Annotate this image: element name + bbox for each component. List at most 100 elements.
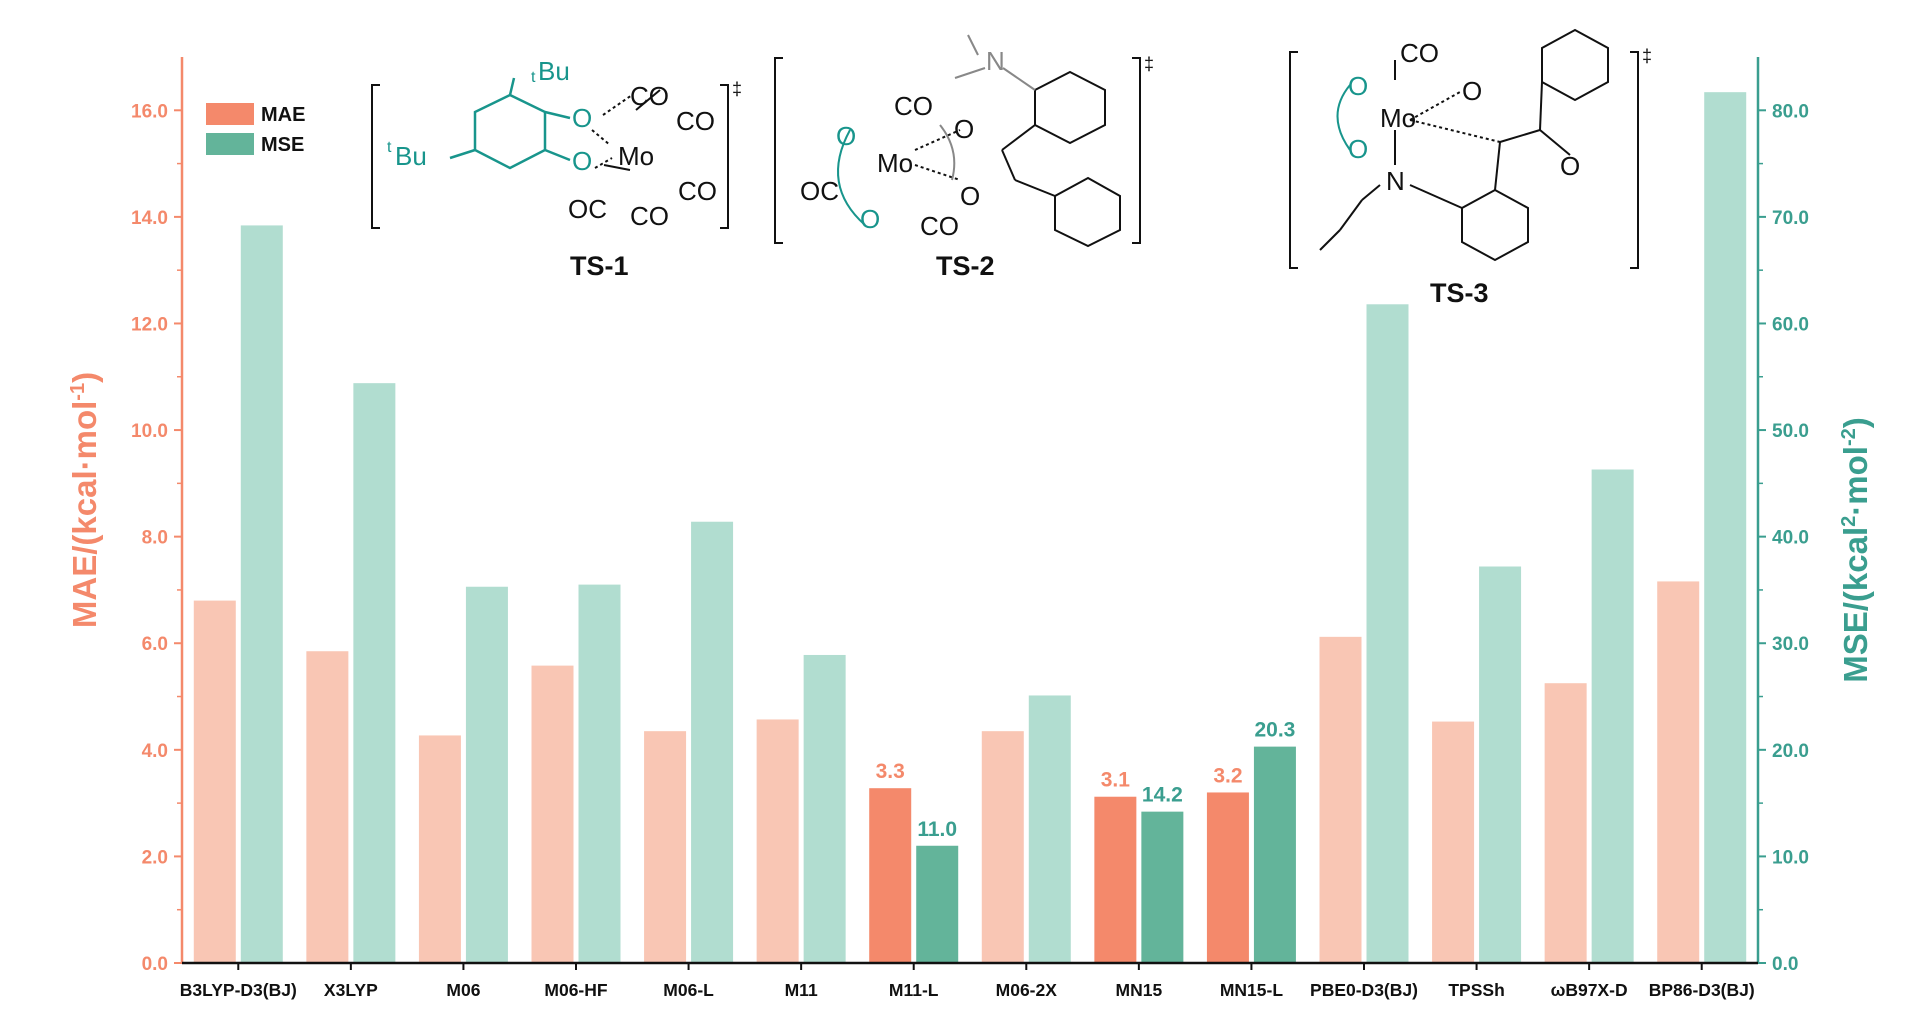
data-label-mae-8: 3.1 xyxy=(1101,769,1131,792)
ts3-o-teal-1: O xyxy=(1348,71,1368,101)
y-right-tick-label-5: 50.0 xyxy=(1772,421,1809,442)
ts1-ring xyxy=(473,93,547,170)
bar-mse-5 xyxy=(803,654,846,963)
y-axis-right-title: MSE/(kcal2·mol-2) xyxy=(1837,417,1874,683)
ts2-co-top: CO xyxy=(894,91,933,121)
ts3-n: N xyxy=(1386,166,1405,196)
ts2-bracket-left xyxy=(774,57,783,244)
ts3-co: CO xyxy=(1400,38,1439,68)
x-tick-label-2: M06 xyxy=(446,980,480,1000)
ts1-dagger: ‡ xyxy=(732,79,742,99)
bar-mae-5 xyxy=(756,719,799,963)
legend-swatch-mse xyxy=(206,133,254,155)
ts2-bracket-right xyxy=(1132,57,1141,244)
y-left-tick-label-4: 8.0 xyxy=(142,528,168,549)
ts2-n: N xyxy=(986,46,1005,76)
labels-layer: B3LYP-D3(BJ) X3LYP M06 M06-HF M06-L M11 M11-L 3… xyxy=(131,101,1809,1000)
bars-layer xyxy=(193,92,1747,964)
ts3-ring-top xyxy=(1541,28,1609,102)
x-tick-label-7: M06-2X xyxy=(996,980,1058,1000)
ts2-dagger: ‡ xyxy=(1144,54,1154,74)
x-tick-label-8: MN15 xyxy=(1116,980,1163,1000)
data-label-mae-6: 3.3 xyxy=(876,760,905,783)
bar-mse-1 xyxy=(353,383,396,963)
legend-swatch-mae xyxy=(206,103,254,125)
ts1-tbu-sup: t xyxy=(531,69,536,86)
legend-label-mae: MAE xyxy=(261,104,305,126)
ts2-co-bottom: CO xyxy=(920,211,959,241)
data-label-mse-8: 14.2 xyxy=(1142,784,1183,807)
bar-mse-7 xyxy=(1028,695,1071,963)
y-left-tick-label-8: 16.0 xyxy=(131,101,168,122)
bar-mse-11 xyxy=(1479,566,1522,963)
data-label-mse-6: 11.0 xyxy=(917,818,957,841)
x-tick-label-0: B3LYP-D3(BJ) xyxy=(180,980,297,1000)
bar-mae-4 xyxy=(644,731,687,963)
ts1-co-4: CO xyxy=(630,201,669,231)
bar-mse-10 xyxy=(1366,304,1409,964)
ts3-o-1: O xyxy=(1462,76,1482,106)
bar-mae-3 xyxy=(531,665,574,963)
bar-mae-12 xyxy=(1544,683,1587,963)
y-right-tick-label-2: 20.0 xyxy=(1772,741,1809,762)
bar-mae-7 xyxy=(981,731,1024,963)
ts2-o-1: O xyxy=(954,114,974,144)
bar-mae-11 xyxy=(1432,721,1475,963)
ts3-bracket-left xyxy=(1289,51,1298,269)
y-right-tick-label-4: 40.0 xyxy=(1772,528,1809,549)
y-left-tick-label-6: 12.0 xyxy=(131,314,168,335)
ts3-o-2: O xyxy=(1560,151,1580,181)
ts1-co-3: CO xyxy=(678,176,717,206)
bar-mae-9 xyxy=(1206,792,1249,963)
ts1-o-top: O xyxy=(572,103,592,133)
ts3-label: TS-3 xyxy=(1430,278,1489,308)
ts2-oc: OC xyxy=(800,176,839,206)
ts1-bracket-right xyxy=(720,84,729,229)
ts2-label: TS-2 xyxy=(936,251,995,281)
ts2-mo: Mo xyxy=(877,148,913,178)
x-tick-label-1: X3LYP xyxy=(324,980,378,1000)
axes-layer xyxy=(174,57,1766,970)
bar-mae-13 xyxy=(1657,581,1700,963)
ts3-bracket-right xyxy=(1630,51,1639,269)
data-label-mae-9: 3.2 xyxy=(1213,764,1242,787)
ts3-mo: Mo xyxy=(1380,103,1416,133)
bar-mse-2 xyxy=(465,586,508,963)
bar-mae-6 xyxy=(869,788,912,963)
ts3-structure xyxy=(1289,28,1639,269)
ts1-label: TS-1 xyxy=(570,251,629,281)
bar-mae-8 xyxy=(1094,796,1137,963)
y-right-tick-label-3: 30.0 xyxy=(1772,634,1809,655)
y-left-tick-label-1: 2.0 xyxy=(142,847,168,868)
y-right-tick-label-8: 80.0 xyxy=(1772,101,1809,122)
ts3-dagger: ‡ xyxy=(1642,46,1652,66)
x-tick-label-10: PBE0-D3(BJ) xyxy=(1310,980,1418,1000)
ts2-o-teal-2: O xyxy=(860,204,880,234)
ts1-tbu-left: Bu xyxy=(395,141,427,171)
bar-mse-6 xyxy=(916,845,959,963)
ts1-oc: OC xyxy=(568,194,607,224)
ts1-co-2: CO xyxy=(676,106,715,136)
ts2-ring-bottom xyxy=(1054,176,1121,248)
ts1-tbu-sup-2: t xyxy=(387,139,392,156)
legend-label-mse: MSE xyxy=(261,134,304,156)
bar-mse-4 xyxy=(691,521,734,963)
ts2-o-2: O xyxy=(960,181,980,211)
x-tick-label-9: MN15-L xyxy=(1220,980,1284,1000)
x-tick-label-13: BP86-D3(BJ) xyxy=(1649,980,1755,1000)
ts1-o-bottom: O xyxy=(572,146,592,176)
legend: MAE MSE xyxy=(206,103,305,156)
ts2-ring-top xyxy=(1034,70,1106,145)
ts1-bracket-left xyxy=(371,84,380,229)
y-right-tick-label-7: 70.0 xyxy=(1772,208,1809,229)
x-tick-label-6: M11-L xyxy=(889,980,939,1000)
y-left-tick-label-7: 14.0 xyxy=(131,208,168,229)
y-right-tick-label-1: 10.0 xyxy=(1772,847,1809,868)
y-axis-left-title: MAE/(kcal·mol-1) xyxy=(66,372,103,628)
bar-mse-3 xyxy=(578,584,621,963)
y-right-tick-label-6: 60.0 xyxy=(1772,314,1809,335)
data-label-mse-9: 20.3 xyxy=(1254,719,1295,742)
bar-mae-1 xyxy=(306,651,349,963)
y-left-tick-label-0: 0.0 xyxy=(142,954,168,975)
